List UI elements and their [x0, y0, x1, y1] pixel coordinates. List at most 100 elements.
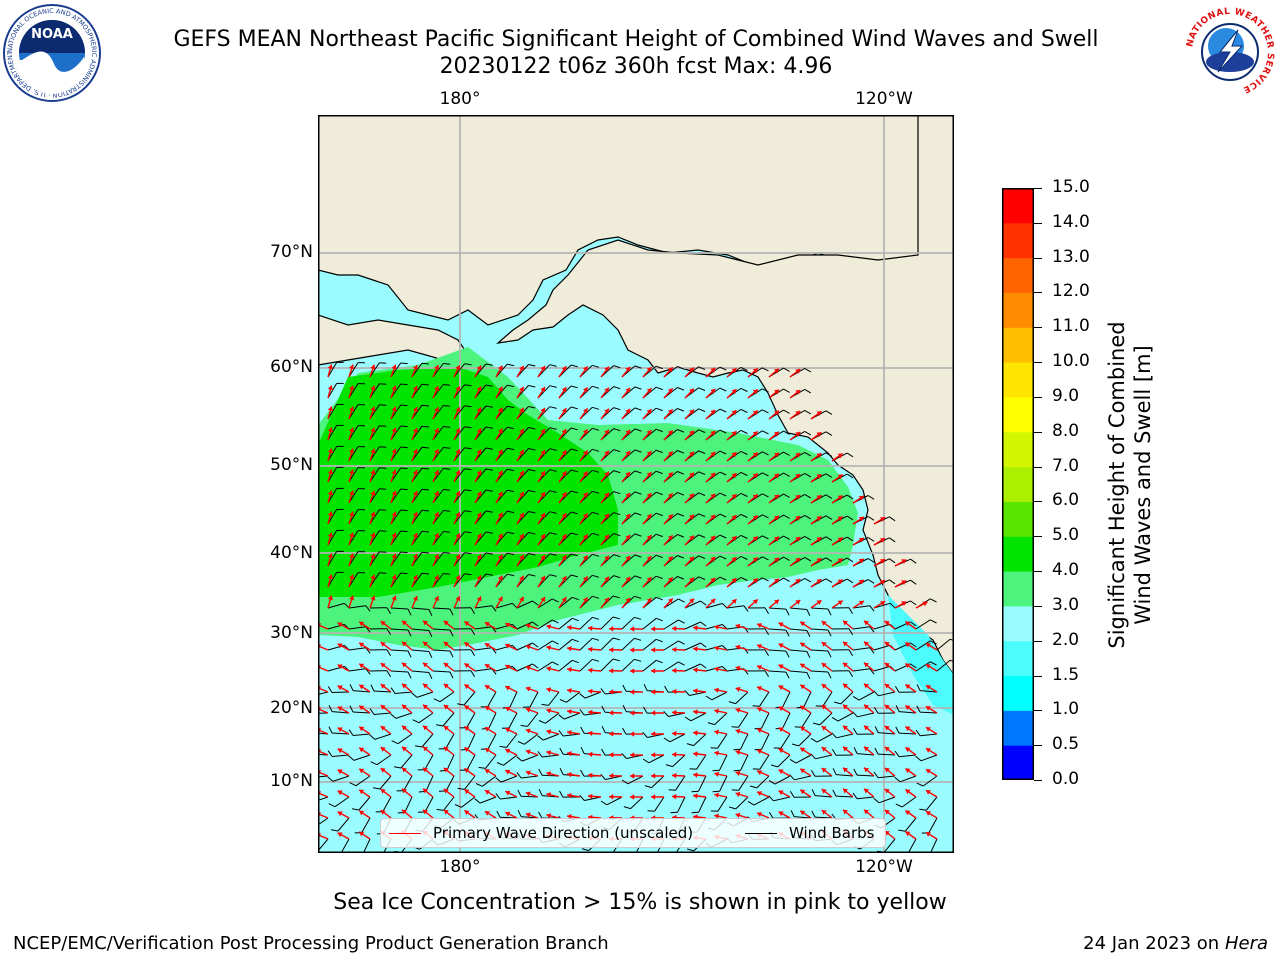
- wind-barb-feather: [373, 787, 381, 790]
- wave-direction-arrowhead: [546, 708, 552, 714]
- wave-direction-arrowhead: [349, 553, 355, 559]
- wave-direction-arrowhead: [625, 450, 631, 456]
- wind-barb-feather: [621, 779, 629, 785]
- wave-direction-arrowhead: [714, 687, 719, 693]
- wave-direction-arrowhead: [778, 790, 784, 796]
- wind-barb-feather: [349, 782, 357, 787]
- wave-direction-arrowhead: [646, 493, 652, 499]
- wave-direction-arrowhead: [693, 667, 698, 673]
- wave-direction-arrowhead: [651, 752, 656, 758]
- wave-direction-arrowhead: [864, 746, 869, 752]
- wave-direction-arrowhead: [423, 620, 428, 626]
- wave-direction-arrowhead: [484, 769, 490, 774]
- wind-barb-feather: [698, 492, 706, 496]
- wind-barb-staff: [936, 659, 951, 672]
- wind-barb-feather: [642, 731, 648, 738]
- wave-direction-arrowhead: [693, 709, 698, 715]
- wind-barb-feather: [889, 602, 896, 609]
- wind-barb-staff: [600, 637, 614, 651]
- wave-direction-arrowhead: [525, 644, 531, 650]
- wave-direction-arrowhead: [689, 493, 694, 499]
- wind-barb-staff: [810, 670, 829, 673]
- wave-direction-arrowhead: [922, 601, 928, 607]
- wind-barb-staff: [348, 488, 359, 504]
- wind-barb-feather: [655, 470, 663, 475]
- wave-direction-arrowhead: [604, 450, 609, 456]
- wave-direction-arrowhead: [800, 726, 806, 732]
- wave-direction-arrowhead: [884, 788, 890, 794]
- colorbar-segment: [1002, 257, 1034, 293]
- wind-barb-feather: [507, 531, 515, 535]
- wind-barb-feather: [783, 409, 790, 414]
- wind-barb-feather: [464, 573, 472, 576]
- wave-direction-arrowhead: [370, 406, 376, 412]
- wind-barb-staff: [777, 754, 791, 768]
- wind-barb-staff: [390, 628, 409, 631]
- wave-direction-arrowhead: [609, 752, 614, 758]
- wind-barb-feather: [806, 651, 811, 659]
- wind-barb-staff: [516, 621, 533, 630]
- wave-direction-arrowhead: [476, 365, 482, 371]
- wind-barb-staff: [537, 640, 553, 651]
- wind-barb-feather: [889, 537, 896, 543]
- wind-barb-feather: [853, 747, 858, 754]
- wind-barb-staff: [801, 712, 812, 728]
- wave-direction-arrowhead: [525, 812, 531, 818]
- sea-ice-note: Sea Ice Concentration > 15% is shown in …: [333, 890, 947, 915]
- wind-barb-feather: [810, 770, 816, 777]
- wind-barb-feather: [804, 535, 812, 541]
- wind-barb-feather: [443, 510, 451, 512]
- wind-barb-staff: [810, 628, 829, 631]
- wave-direction-arrowhead: [774, 410, 779, 416]
- wind-barb-staff: [698, 775, 707, 792]
- wave-direction-arrowhead: [646, 577, 652, 583]
- wind-barb-feather: [747, 800, 755, 806]
- wind-barb-feather: [677, 534, 685, 538]
- wind-barb-feather: [464, 531, 472, 534]
- wind-barb-staff: [810, 607, 829, 610]
- wind-barb-staff: [327, 488, 338, 504]
- wave-direction-arrowhead: [455, 512, 461, 518]
- wind-barb-feather: [867, 516, 875, 521]
- wind-barb-feather: [740, 555, 748, 560]
- wind-barb-feather: [464, 426, 472, 429]
- wave-direction-arrowhead: [546, 792, 552, 798]
- wave-direction-arrowhead: [774, 452, 779, 458]
- wind-barb-feather: [740, 534, 748, 539]
- wind-barb-feather: [722, 603, 728, 609]
- wind-barb-feather: [810, 753, 816, 760]
- wind-barb-feather: [507, 384, 515, 388]
- wave-direction-arrowhead: [443, 620, 449, 626]
- wind-barb-staff: [521, 754, 539, 762]
- wind-barb-feather: [832, 789, 837, 797]
- wind-barb-feather: [831, 749, 837, 756]
- wind-barb-feather: [443, 468, 451, 470]
- wind-barb-staff: [579, 637, 593, 651]
- wave-direction-arrowhead: [800, 810, 806, 816]
- wave-direction-arrowhead: [484, 622, 490, 627]
- wave-direction-arrowhead: [423, 641, 428, 647]
- wind-barb-feather: [572, 596, 579, 601]
- wind-barb-staff: [668, 712, 686, 717]
- wave-direction-arrowhead: [901, 559, 907, 564]
- wind-barb-staff: [717, 796, 728, 812]
- wave-direction-arrowhead: [884, 683, 890, 689]
- wave-direction-arrowhead: [905, 726, 911, 732]
- wave-direction-arrowhead: [476, 407, 482, 413]
- wind-barb-staff: [810, 649, 829, 652]
- wave-direction-arrowhead: [337, 664, 343, 670]
- wind-barb-feather: [421, 572, 429, 575]
- wave-direction-arrowhead: [693, 793, 698, 799]
- wind-barb-staff: [537, 619, 553, 630]
- wind-barb-staff: [705, 624, 723, 630]
- lat-label-50n: 50°N: [270, 455, 313, 475]
- wind-barb-feather: [421, 488, 429, 491]
- wave-direction-arrow: [318, 729, 329, 735]
- wave-direction-arrowhead: [710, 409, 716, 415]
- wave-direction-arrowhead: [588, 751, 593, 757]
- wave-direction-arrowhead: [525, 665, 531, 671]
- wind-barb-feather: [752, 705, 760, 707]
- wind-barb-feather: [592, 406, 600, 410]
- wind-barb-staff: [558, 638, 573, 651]
- wave-direction-arrowhead: [337, 622, 343, 628]
